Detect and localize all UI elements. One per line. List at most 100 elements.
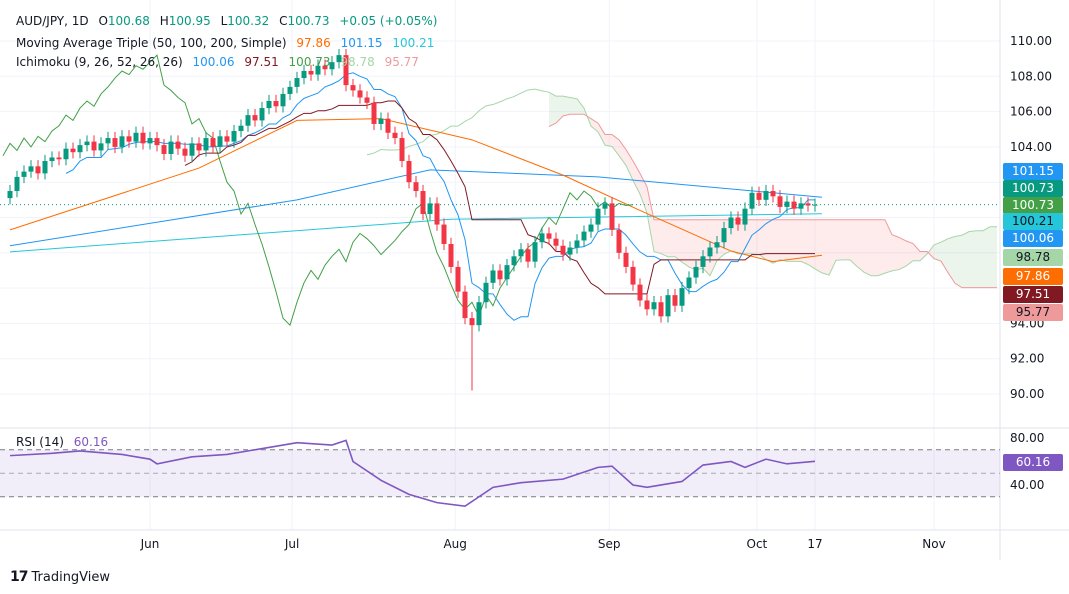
candle-body: [147, 138, 153, 144]
price-axis-label: 100.73: [1003, 197, 1063, 214]
price-tick-label: 90.00: [1010, 387, 1044, 401]
candle: [238, 119, 244, 138]
candle-body: [231, 131, 237, 142]
candle: [7, 184, 13, 205]
ichimoku-cloud-segment: [766, 219, 773, 264]
candle-body: [511, 256, 517, 266]
time-tick-label: Sep: [598, 537, 621, 551]
candle-body: [777, 196, 783, 207]
candle: [791, 195, 797, 215]
candle: [315, 59, 321, 81]
tradingview-logo[interactable]: 𝟭𝟳 TradingView: [10, 569, 110, 585]
candle: [679, 281, 685, 312]
brand-name: TradingView: [31, 569, 111, 585]
candle-body: [175, 141, 181, 149]
time-tick-label: Jun: [140, 537, 160, 551]
ichimoku-cloud-segment: [738, 219, 745, 254]
candle: [21, 165, 27, 184]
candle-body: [637, 284, 643, 301]
candle: [560, 239, 566, 261]
candle-body: [399, 138, 405, 162]
candle-body: [714, 242, 720, 248]
ichimoku-cloud-segment: [689, 219, 696, 271]
ichimoku-cloud-segment: [850, 219, 857, 267]
ichimoku-cloud-segment: [668, 219, 675, 257]
candle: [294, 71, 300, 94]
candle: [308, 64, 314, 81]
candle: [252, 108, 258, 127]
candle: [497, 264, 503, 286]
candle: [385, 112, 391, 139]
candle: [364, 91, 370, 109]
ichimoku-cloud-segment: [626, 149, 633, 181]
candle-body: [126, 136, 132, 142]
candle-body: [462, 291, 468, 319]
ichimoku-cloud-segment: [815, 219, 822, 273]
candle: [322, 59, 328, 76]
ichimoku-cloud-segment: [633, 161, 640, 195]
candle-body: [770, 191, 776, 197]
candle-body: [609, 203, 615, 230]
candle: [413, 176, 419, 198]
high-value: 100.95: [168, 14, 211, 28]
ichimoku-legend[interactable]: Ichimoku (9, 26, 52, 26, 26) 100.06 97.5…: [16, 55, 425, 69]
candle: [763, 184, 769, 207]
ichimoku-cloud-segment: [941, 238, 948, 273]
candle-body: [728, 217, 734, 229]
ma-legend[interactable]: Moving Average Triple (50, 100, 200, Sim…: [16, 36, 440, 50]
candle-body: [483, 282, 489, 303]
candle: [637, 278, 643, 307]
candle: [196, 137, 202, 157]
candle: [420, 184, 426, 221]
candle: [343, 48, 349, 92]
candle: [112, 131, 118, 154]
candle: [119, 130, 125, 154]
candle: [595, 202, 601, 231]
candle-body: [210, 138, 216, 147]
candle-body: [245, 115, 251, 126]
candle-body: [469, 318, 475, 326]
candle-body: [91, 141, 97, 151]
candle-body: [560, 245, 566, 255]
close-value: 100.73: [287, 14, 330, 28]
rsi-axis-label: 60.16: [1003, 454, 1063, 471]
candle-body: [602, 203, 608, 209]
candle: [168, 135, 174, 161]
ichimoku-cloud-segment: [934, 242, 941, 262]
ichimoku-cloud-segment: [654, 219, 661, 254]
price-axis-label: 100.21: [1003, 213, 1063, 230]
candle-body: [287, 86, 293, 94]
candle: [273, 94, 279, 113]
candle-body: [168, 141, 174, 154]
candle: [623, 246, 629, 274]
ichimoku-cloud-segment: [556, 96, 563, 124]
ichimoku-cloud-segment: [787, 219, 794, 262]
ichimoku-cloud-segment: [885, 219, 892, 274]
span-b-value: 95.77: [384, 55, 419, 69]
candle: [49, 151, 55, 168]
candle: [721, 221, 727, 249]
time-tick-label: Nov: [922, 537, 945, 551]
candle: [63, 142, 69, 166]
candle-body: [504, 265, 510, 280]
rsi-tick-label: 80.00: [1010, 431, 1044, 445]
rsi-legend[interactable]: RSI (14) 60.16: [16, 435, 114, 449]
candle: [140, 126, 146, 150]
ma100-value: 101.15: [340, 36, 383, 50]
candle-body: [791, 201, 797, 209]
ichimoku-cloud-segment: [752, 219, 759, 255]
candle: [784, 195, 790, 214]
candle: [700, 250, 706, 274]
price-axis-label: 100.73: [1003, 180, 1063, 197]
candle-body: [742, 208, 748, 225]
candle: [350, 78, 356, 97]
candle-body: [630, 266, 636, 285]
price-tick-label: 106.00: [1010, 105, 1052, 119]
ma-legend-name: Moving Average Triple (50, 100, 200, Sim…: [16, 36, 287, 50]
ohlc-low: L100.32: [221, 14, 270, 28]
candle-body: [42, 161, 48, 174]
ichimoku-cloud-segment: [605, 134, 612, 147]
candle: [511, 250, 517, 272]
